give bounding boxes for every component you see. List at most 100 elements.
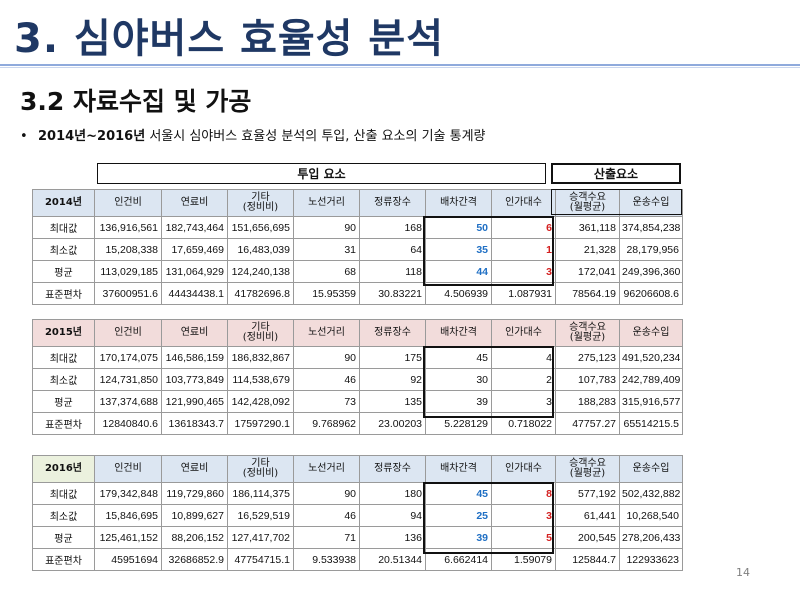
cell-transport-revenue: 374,854,238: [619, 216, 683, 239]
cell-stop-count: 180: [359, 482, 426, 505]
cell-dispatch-interval: 44: [425, 260, 492, 283]
cell-labor-cost: 12840840.6: [94, 412, 162, 435]
section-subtitle: 3.2 자료수집 및 가공: [20, 87, 252, 116]
cell-transport-revenue: 96206608.6: [619, 282, 683, 305]
cell-transport-revenue: 122933623: [619, 548, 683, 571]
bullet-marker: •: [20, 129, 28, 144]
cell-vehicle-count: 3: [491, 390, 556, 413]
cell-transport-revenue: 10,268,540: [619, 504, 683, 527]
cell-vehicle-count: 1: [491, 238, 556, 261]
cell-passenger-demand: 361,118: [555, 216, 620, 239]
title-underline: [0, 64, 800, 66]
cell-other-cost: 16,529,519: [227, 504, 294, 527]
cell-vehicle-count: 8: [491, 482, 556, 505]
cell-route-distance: 90: [293, 482, 360, 505]
row-label: 평균: [32, 390, 95, 413]
cell-passenger-demand: 78564.19: [555, 282, 620, 305]
cell-other-cost: 127,417,702: [227, 526, 294, 549]
row-label: 최소값: [32, 368, 95, 391]
column-header-dispatch-interval: 배차간격: [425, 189, 492, 217]
table-row-stddev: 표준편차 45951694 32686852.9 47754715.1 9.533938…: [32, 548, 683, 571]
table-header-row: 2015년 인건비 연료비 기타 (정비비) 노선거리 정류장수 배차간격 인가대수 승객수요 …: [32, 319, 683, 347]
cell-vehicle-count: 4: [491, 346, 556, 369]
cell-fuel-cost: 88,206,152: [161, 526, 228, 549]
cell-vehicle-count: 1.087931: [491, 282, 556, 305]
stats-table-2014: 2014년 인건비 연료비 기타 (정비비) 노선거리 정류장수 배차간격 인가대수 승객수요 …: [32, 189, 683, 305]
table-row-stddev: 표준편차 37600951.6 44434438.1 41782696.8 15.953…: [32, 282, 683, 305]
cell-transport-revenue: 28,179,956: [619, 238, 683, 261]
cell-stop-count: 92: [359, 368, 426, 391]
column-header-labor-cost: 인건비: [94, 319, 162, 347]
cell-stop-count: 30.83221: [359, 282, 426, 305]
cell-stop-count: 136: [359, 526, 426, 549]
cell-labor-cost: 113,029,185: [94, 260, 162, 283]
cell-labor-cost: 15,846,695: [94, 504, 162, 527]
cell-vehicle-count: 5: [491, 526, 556, 549]
year-label: 2014년: [32, 189, 95, 217]
cell-route-distance: 9.768962: [293, 412, 360, 435]
cell-other-cost: 151,656,695: [227, 216, 294, 239]
year-label: 2015년: [32, 319, 95, 347]
row-label: 표준편차: [32, 412, 95, 435]
cell-labor-cost: 15,208,338: [94, 238, 162, 261]
row-label: 표준편차: [32, 548, 95, 571]
cell-dispatch-interval: 39: [425, 526, 492, 549]
table-row-min: 최소값 15,846,695 10,899,627 16,529,519 46 94 25 3…: [32, 504, 683, 527]
cell-vehicle-count: 2: [491, 368, 556, 391]
stats-table-2016: 2016년 인건비 연료비 기타 (정비비) 노선거리 정류장수 배차간격 인가대수 승객수요 …: [32, 455, 683, 571]
cell-fuel-cost: 146,586,159: [161, 346, 228, 369]
page-number: 14: [736, 566, 750, 579]
cell-route-distance: 46: [293, 368, 360, 391]
cell-route-distance: 46: [293, 504, 360, 527]
cell-dispatch-interval: 45: [425, 482, 492, 505]
bullet-period: 2014년~2016년: [38, 129, 146, 144]
cell-passenger-demand: 125844.7: [555, 548, 620, 571]
cell-vehicle-count: 3: [491, 260, 556, 283]
cell-labor-cost: 124,731,850: [94, 368, 162, 391]
cell-fuel-cost: 17,659,469: [161, 238, 228, 261]
cell-route-distance: 90: [293, 346, 360, 369]
table-row-max: 최대값 170,174,075 146,586,159 186,832,867 90 17…: [32, 346, 683, 369]
cell-transport-revenue: 491,520,234: [619, 346, 683, 369]
cell-fuel-cost: 131,064,929: [161, 260, 228, 283]
cell-transport-revenue: 278,206,433: [619, 526, 683, 549]
column-header-passenger-demand: 승객수요 (월평균): [555, 319, 620, 347]
output-factors-header: 산출요소: [551, 163, 681, 184]
column-header-route-distance: 노선거리: [293, 455, 360, 483]
cell-route-distance: 9.533938: [293, 548, 360, 571]
cell-dispatch-interval: 6.662414: [425, 548, 492, 571]
cell-fuel-cost: 121,990,465: [161, 390, 228, 413]
column-header-transport-revenue: 운송수입: [619, 319, 683, 347]
cell-fuel-cost: 13618343.7: [161, 412, 228, 435]
row-label: 최소값: [32, 238, 95, 261]
row-label: 최대값: [32, 216, 95, 239]
row-label: 평균: [32, 526, 95, 549]
table-row-stddev: 표준편차 12840840.6 13618343.7 17597290.1 9.7689…: [32, 412, 683, 435]
cell-passenger-demand: 21,328: [555, 238, 620, 261]
column-header-vehicle-count: 인가대수: [491, 319, 556, 347]
cell-stop-count: 135: [359, 390, 426, 413]
cell-fuel-cost: 182,743,464: [161, 216, 228, 239]
cell-dispatch-interval: 30: [425, 368, 492, 391]
cell-stop-count: 94: [359, 504, 426, 527]
cell-labor-cost: 45951694: [94, 548, 162, 571]
cell-stop-count: 118: [359, 260, 426, 283]
table-header-row: 2016년 인건비 연료비 기타 (정비비) 노선거리 정류장수 배차간격 인가대수 승객수요 …: [32, 455, 683, 483]
cell-dispatch-interval: 50: [425, 216, 492, 239]
column-header-labor-cost: 인건비: [94, 455, 162, 483]
slide-title: 3. 심야버스 효율성 분석: [14, 16, 445, 62]
column-header-vehicle-count: 인가대수: [491, 189, 556, 217]
cell-transport-revenue: 65514215.5: [619, 412, 683, 435]
column-header-route-distance: 노선거리: [293, 319, 360, 347]
cell-dispatch-interval: 45: [425, 346, 492, 369]
cell-labor-cost: 125,461,152: [94, 526, 162, 549]
cell-stop-count: 168: [359, 216, 426, 239]
cell-vehicle-count: 3: [491, 504, 556, 527]
cell-labor-cost: 170,174,075: [94, 346, 162, 369]
cell-other-cost: 41782696.8: [227, 282, 294, 305]
table-header-row: 2014년 인건비 연료비 기타 (정비비) 노선거리 정류장수 배차간격 인가대수 승객수요 …: [32, 189, 683, 217]
cell-stop-count: 175: [359, 346, 426, 369]
column-header-labor-cost: 인건비: [94, 189, 162, 217]
cell-route-distance: 73: [293, 390, 360, 413]
cell-other-cost: 124,240,138: [227, 260, 294, 283]
